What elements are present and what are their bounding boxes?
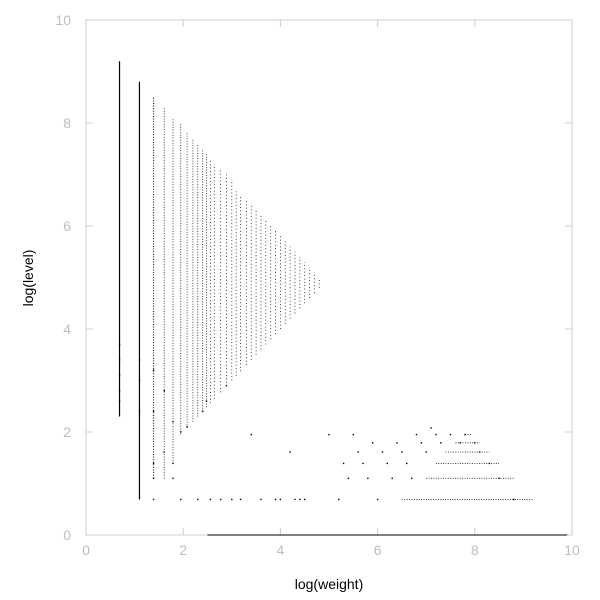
data-point xyxy=(118,343,121,346)
x-tick-label: 0 xyxy=(82,542,90,558)
y-tick-label: 8 xyxy=(63,115,71,131)
data-point xyxy=(342,462,345,465)
data-point xyxy=(498,477,500,480)
data-point xyxy=(118,374,121,377)
data-point xyxy=(152,462,155,465)
data-point xyxy=(459,442,461,444)
data-point xyxy=(201,410,204,413)
data-point xyxy=(152,410,155,413)
data-point xyxy=(172,462,174,465)
data-point xyxy=(260,498,262,501)
x-tick-label: 2 xyxy=(179,542,187,558)
data-point xyxy=(372,442,374,444)
data-point xyxy=(328,433,330,436)
data-point xyxy=(180,431,182,433)
data-point xyxy=(205,400,208,402)
x-tick-label: 4 xyxy=(277,542,285,558)
data-point xyxy=(401,451,403,453)
data-point xyxy=(152,498,155,501)
x-axis-label: log(weight) xyxy=(295,576,363,592)
tick-marks xyxy=(85,19,573,536)
data-point xyxy=(347,477,350,480)
y-axis-label: log(level) xyxy=(20,250,36,307)
data-point xyxy=(209,498,212,501)
data-point xyxy=(478,451,481,453)
y-tick-label: 10 xyxy=(55,12,71,28)
y-tick-label: 0 xyxy=(63,527,71,543)
data-point xyxy=(172,421,174,423)
data-point xyxy=(352,433,354,436)
data-point xyxy=(391,477,393,480)
data-point xyxy=(239,498,242,501)
y-tick-labels: 0 2 4 6 8 10 xyxy=(55,12,71,543)
data-point xyxy=(231,498,233,501)
data-point xyxy=(512,498,515,501)
data-point xyxy=(299,498,301,501)
data-point xyxy=(362,462,364,465)
data-point xyxy=(367,477,369,480)
data-point xyxy=(152,369,155,371)
data-point xyxy=(410,477,413,480)
data-point xyxy=(386,462,389,465)
data-point xyxy=(138,359,141,361)
data-points xyxy=(118,61,568,536)
data-point xyxy=(449,433,452,436)
y-tick-label: 6 xyxy=(63,218,71,234)
data-point xyxy=(294,498,296,501)
x-tick-labels: 0 2 4 6 8 10 xyxy=(82,542,580,558)
data-point xyxy=(440,442,442,444)
data-point xyxy=(406,462,408,465)
data-point xyxy=(415,433,418,436)
x-tick-label: 6 xyxy=(374,542,382,558)
data-point xyxy=(138,410,141,413)
data-point xyxy=(118,390,121,392)
data-point xyxy=(425,451,427,453)
data-point xyxy=(118,359,121,361)
data-point xyxy=(279,498,282,501)
data-point xyxy=(420,442,423,444)
data-point xyxy=(464,433,466,436)
x-tick-label: 10 xyxy=(564,542,580,558)
data-point xyxy=(430,427,432,429)
data-point xyxy=(163,451,165,453)
data-point xyxy=(338,498,340,501)
data-point xyxy=(225,384,228,387)
y-tick-label: 2 xyxy=(63,424,71,440)
data-point xyxy=(172,477,174,480)
data-point xyxy=(186,426,188,428)
data-point xyxy=(381,451,384,453)
data-point xyxy=(138,379,141,382)
data-point xyxy=(152,477,155,480)
data-point xyxy=(289,451,291,453)
data-point xyxy=(396,442,398,444)
data-point xyxy=(118,400,121,402)
data-point xyxy=(488,462,491,465)
data-point xyxy=(304,498,306,501)
data-point xyxy=(357,451,359,453)
data-point xyxy=(219,498,222,501)
data-point xyxy=(180,498,182,501)
data-point xyxy=(250,433,252,436)
data-point xyxy=(435,433,437,436)
data-point xyxy=(197,498,199,501)
data-point xyxy=(474,442,476,444)
data-point xyxy=(274,498,277,501)
y-tick-label: 4 xyxy=(63,321,71,337)
x-tick-label: 8 xyxy=(471,542,479,558)
data-point xyxy=(163,390,165,392)
data-point xyxy=(376,498,379,501)
